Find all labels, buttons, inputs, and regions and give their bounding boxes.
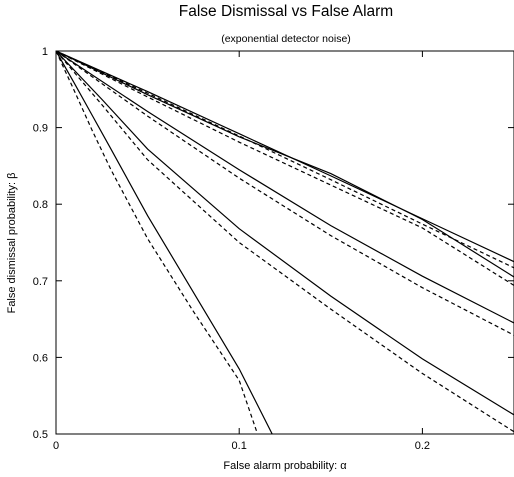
y-tick-label: 0.9 bbox=[33, 123, 48, 135]
x-tick-label: 0.2 bbox=[415, 440, 430, 452]
chart-title: False Dismissal vs False Alarm bbox=[179, 3, 393, 20]
x-tick-label: 0.1 bbox=[232, 440, 247, 452]
series-line-3-solid bbox=[56, 51, 514, 416]
series-line-9-solid bbox=[56, 51, 514, 263]
y-tick-label: 0.8 bbox=[33, 199, 48, 211]
x-tick-label: 0 bbox=[53, 440, 59, 452]
y-tick-label: 1 bbox=[42, 46, 48, 58]
series-line-8-dashed bbox=[56, 51, 514, 286]
series-line-6-dashed bbox=[56, 51, 514, 336]
series-layer bbox=[56, 51, 514, 434]
y-axis-label: False dismissal probability: β bbox=[6, 173, 18, 314]
plot-frame bbox=[55, 50, 514, 435]
series-line-2-dashed bbox=[56, 51, 259, 434]
y-tick-label: 0.7 bbox=[33, 276, 48, 288]
series-line-1-solid bbox=[56, 51, 273, 434]
series-line-10-dashed bbox=[56, 51, 514, 269]
tick-layer: 0 0.1 0.2 0.5 0.6 0.7 0.8 0.9 1 bbox=[33, 46, 514, 452]
series-line-4-dashed bbox=[56, 51, 514, 433]
x-axis-label: False alarm probability: α bbox=[223, 460, 347, 472]
y-tick-label: 0.5 bbox=[33, 429, 48, 441]
chart-subtitle: (exponential detector noise) bbox=[221, 33, 351, 45]
y-tick-label: 0.6 bbox=[33, 352, 48, 364]
series-line-5-solid bbox=[56, 51, 514, 324]
